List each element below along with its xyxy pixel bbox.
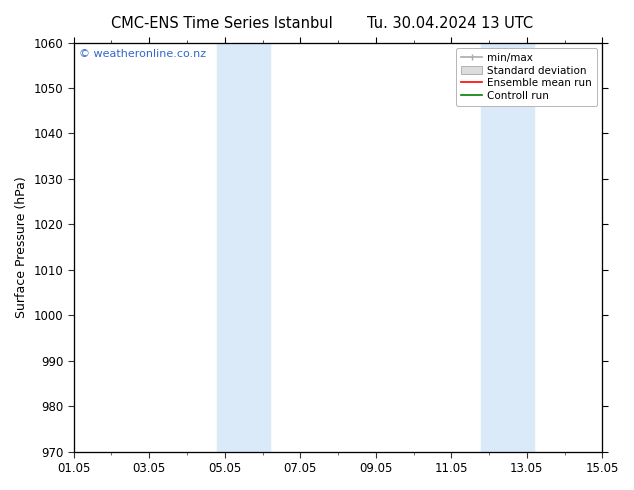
Legend: min/max, Standard deviation, Ensemble mean run, Controll run: min/max, Standard deviation, Ensemble me…	[456, 48, 597, 106]
Text: © weatheronline.co.nz: © weatheronline.co.nz	[79, 49, 206, 59]
Bar	[217, 43, 270, 452]
Text: CMC-ENS Time Series Istanbul: CMC-ENS Time Series Istanbul	[111, 16, 333, 31]
Y-axis label: Surface Pressure (hPa): Surface Pressure (hPa)	[15, 176, 28, 318]
Text: Tu. 30.04.2024 13 UTC: Tu. 30.04.2024 13 UTC	[367, 16, 533, 31]
Bar	[481, 43, 534, 452]
